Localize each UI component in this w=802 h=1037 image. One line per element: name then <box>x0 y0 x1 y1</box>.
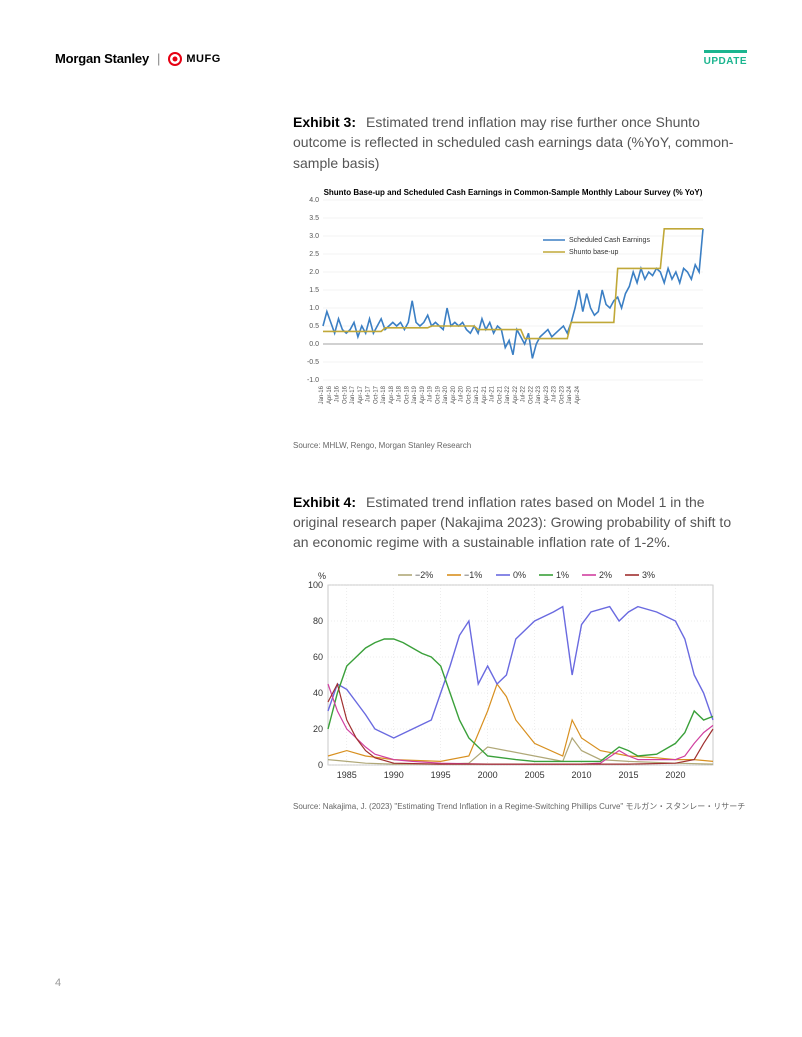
update-badge: UPDATE <box>704 50 747 67</box>
exhibit3-title-text: Estimated trend inflation may rise furth… <box>293 114 733 171</box>
page-number: 4 <box>55 977 61 989</box>
svg-text:Shunto Base-up and Scheduled C: Shunto Base-up and Scheduled Cash Earnin… <box>324 188 703 197</box>
svg-text:Oct-16: Oct-16 <box>342 385 348 404</box>
logo-divider: | <box>157 51 160 66</box>
exhibit4-label: Exhibit 4: <box>293 494 356 510</box>
svg-text:0.0: 0.0 <box>309 341 319 348</box>
svg-text:1985: 1985 <box>337 770 357 780</box>
svg-text:Oct-23: Oct-23 <box>559 385 565 404</box>
svg-text:Jan-22: Jan-22 <box>505 385 511 404</box>
svg-text:2.0: 2.0 <box>309 269 319 276</box>
svg-text:2000: 2000 <box>478 770 498 780</box>
svg-text:Apr-18: Apr-18 <box>389 385 395 404</box>
svg-text:Apr-21: Apr-21 <box>482 385 488 404</box>
chart1-svg: Shunto Base-up and Scheduled Cash Earnin… <box>293 185 713 430</box>
svg-text:−1%: −1% <box>464 570 482 580</box>
svg-text:Apr-16: Apr-16 <box>327 385 333 404</box>
svg-text:Oct-21: Oct-21 <box>497 385 503 404</box>
svg-text:Oct-20: Oct-20 <box>466 385 472 404</box>
svg-text:Scheduled Cash Earnings: Scheduled Cash Earnings <box>569 237 650 244</box>
svg-text:20: 20 <box>313 724 323 734</box>
svg-text:1.5: 1.5 <box>309 287 319 294</box>
svg-text:80: 80 <box>313 616 323 626</box>
svg-text:3.5: 3.5 <box>309 215 319 222</box>
svg-text:40: 40 <box>313 688 323 698</box>
svg-text:Jul-23: Jul-23 <box>552 385 558 402</box>
svg-text:%: % <box>318 571 326 581</box>
svg-text:Shunto base-up: Shunto base-up <box>569 249 619 256</box>
svg-text:Jul-17: Jul-17 <box>366 385 372 402</box>
svg-text:0: 0 <box>318 760 323 770</box>
chart2-svg: 0 20 40 60 80 100% 1985 1990 1995 2000 2005 2010 201… <box>293 565 723 790</box>
svg-text:3.0: 3.0 <box>309 233 319 240</box>
svg-text:Jul-22: Jul-22 <box>521 385 527 402</box>
brand-logos: Morgan Stanley | MUFG <box>55 51 221 66</box>
svg-text:1995: 1995 <box>431 770 451 780</box>
exhibit3-chart: Shunto Base-up and Scheduled Cash Earnin… <box>293 185 748 435</box>
svg-text:Apr-24: Apr-24 <box>575 385 581 404</box>
exhibit3-source: Source: MHLW, Rengo, Morgan Stanley Rese… <box>293 441 748 450</box>
svg-text:Oct-22: Oct-22 <box>528 385 534 404</box>
page-header: Morgan Stanley | MUFG UPDATE <box>55 50 747 67</box>
morgan-stanley-logo: Morgan Stanley <box>55 51 149 66</box>
svg-text:Jul-16: Jul-16 <box>335 385 341 402</box>
svg-text:Apr-19: Apr-19 <box>420 385 426 404</box>
svg-text:Jan-24: Jan-24 <box>567 385 573 404</box>
svg-text:0%: 0% <box>513 570 526 580</box>
svg-text:3%: 3% <box>642 570 655 580</box>
svg-text:2.5: 2.5 <box>309 251 319 258</box>
svg-text:Apr-22: Apr-22 <box>513 385 519 404</box>
svg-text:2015: 2015 <box>618 770 638 780</box>
main-content: Exhibit 3:Estimated trend inflation may … <box>293 112 748 812</box>
svg-text:100: 100 <box>308 580 323 590</box>
exhibit4-title-text: Estimated trend inflation rates based on… <box>293 494 731 551</box>
svg-text:Jan-16: Jan-16 <box>319 385 325 404</box>
svg-text:Apr-20: Apr-20 <box>451 385 457 404</box>
svg-text:Jan-23: Jan-23 <box>536 385 542 404</box>
svg-text:Apr-17: Apr-17 <box>358 385 364 404</box>
mufg-circle-icon <box>168 52 182 66</box>
svg-text:Jan-21: Jan-21 <box>474 385 480 404</box>
svg-text:-1.0: -1.0 <box>307 377 319 384</box>
svg-text:Jan-20: Jan-20 <box>443 385 449 404</box>
svg-text:Jul-19: Jul-19 <box>428 385 434 402</box>
svg-text:-0.5: -0.5 <box>307 359 319 366</box>
svg-text:2020: 2020 <box>665 770 685 780</box>
svg-text:2%: 2% <box>599 570 612 580</box>
svg-text:1%: 1% <box>556 570 569 580</box>
svg-text:Apr-23: Apr-23 <box>544 385 550 404</box>
exhibit4-title: Exhibit 4:Estimated trend inflation rate… <box>293 492 748 553</box>
svg-text:Jan-19: Jan-19 <box>412 385 418 404</box>
svg-text:1.0: 1.0 <box>309 305 319 312</box>
mufg-text: MUFG <box>186 53 220 65</box>
svg-text:Jul-18: Jul-18 <box>397 385 403 402</box>
svg-text:Jan-17: Jan-17 <box>350 385 356 404</box>
exhibit4-source: Source: Nakajima, J. (2023) "Estimating … <box>293 801 748 812</box>
svg-text:Jul-21: Jul-21 <box>490 385 496 402</box>
svg-text:0.5: 0.5 <box>309 323 319 330</box>
svg-text:60: 60 <box>313 652 323 662</box>
svg-text:1990: 1990 <box>384 770 404 780</box>
svg-text:Jul-20: Jul-20 <box>459 385 465 402</box>
svg-text:Oct-19: Oct-19 <box>435 385 441 404</box>
exhibit3-title: Exhibit 3:Estimated trend inflation may … <box>293 112 748 173</box>
svg-text:−2%: −2% <box>415 570 433 580</box>
svg-text:Oct-18: Oct-18 <box>404 385 410 404</box>
mufg-logo: MUFG <box>168 52 220 66</box>
svg-text:2010: 2010 <box>572 770 592 780</box>
exhibit4-chart: 0 20 40 60 80 100% 1985 1990 1995 2000 2005 2010 201… <box>293 565 748 795</box>
svg-text:Jan-18: Jan-18 <box>381 385 387 404</box>
exhibit3-label: Exhibit 3: <box>293 114 356 130</box>
svg-text:2005: 2005 <box>525 770 545 780</box>
svg-text:4.0: 4.0 <box>309 197 319 204</box>
svg-text:Oct-17: Oct-17 <box>373 385 379 404</box>
